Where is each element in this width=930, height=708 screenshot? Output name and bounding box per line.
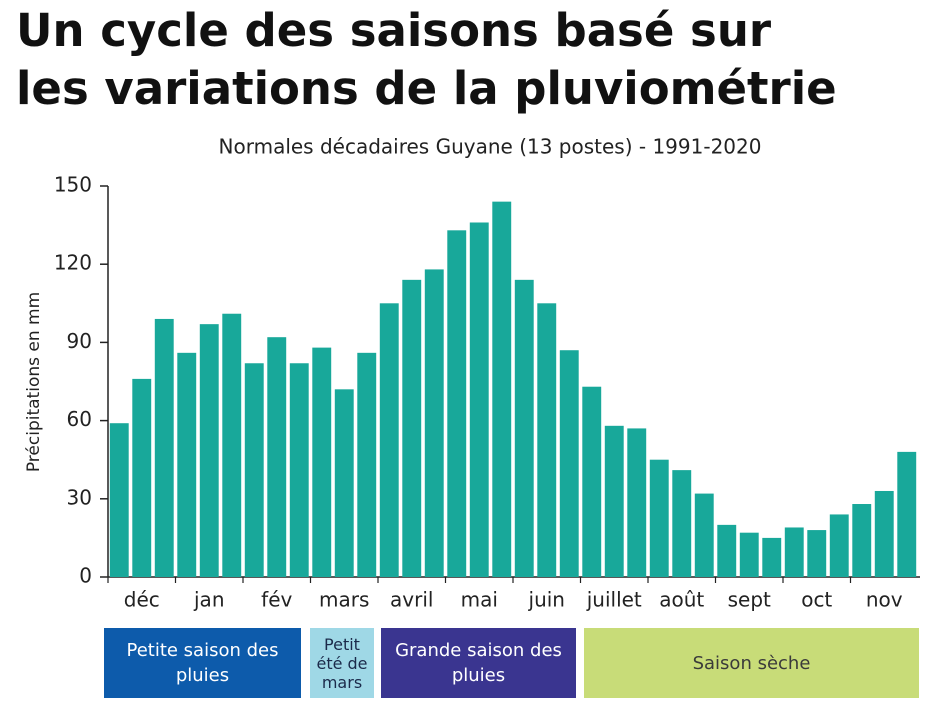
bar: [154, 318, 174, 577]
bar: [267, 337, 287, 577]
season-band: Saison sèche: [584, 628, 919, 698]
x-tick-label: mars: [319, 588, 369, 612]
bar: [402, 279, 422, 577]
x-tick-label: nov: [866, 588, 903, 612]
subtitle: Normales décadaires Guyane (13 postes) -…: [219, 135, 762, 159]
bar: [537, 303, 557, 577]
x-tick-label: sept: [728, 588, 771, 612]
bar: [604, 425, 624, 577]
y-tick-label: 90: [67, 329, 92, 353]
bar: [244, 363, 264, 577]
bar: [447, 230, 467, 577]
bar: [672, 470, 692, 577]
bar: [559, 350, 579, 577]
bar: [807, 530, 827, 577]
bar: [312, 347, 332, 577]
bar: [177, 352, 197, 577]
bar: [582, 386, 602, 577]
x-tick-label: oct: [801, 588, 832, 612]
bar: [514, 279, 534, 577]
bar: [762, 537, 782, 577]
bar: [109, 423, 129, 577]
title-line: les variations de la pluviométrie: [16, 62, 837, 115]
x-tick-label: août: [659, 588, 704, 612]
y-axis-label: Précipitations en mm: [24, 292, 44, 472]
season-band: Grande saison des pluies: [381, 628, 576, 698]
y-tick-label: 30: [67, 485, 92, 509]
x-tick-label: déc: [124, 588, 160, 612]
y-tick-label: 60: [67, 407, 92, 431]
bar: [424, 269, 444, 577]
y-tick-label: 120: [54, 251, 92, 275]
bar: [852, 504, 872, 577]
bar: [784, 527, 804, 577]
bar: [199, 324, 219, 577]
bar: [289, 363, 309, 577]
bar: [649, 459, 669, 577]
bar: [334, 389, 354, 577]
x-tick-label: juillet: [586, 588, 642, 612]
bar: [627, 428, 647, 577]
y-tick-label: 150: [54, 173, 92, 197]
season-band: Petit été de mars: [310, 628, 374, 698]
bar: [469, 222, 489, 577]
x-tick-label: avril: [390, 588, 433, 612]
bar: [379, 303, 399, 577]
y-tick-label: 0: [79, 564, 92, 588]
x-tick-label: mai: [461, 588, 498, 612]
bar: [739, 532, 759, 577]
bar: [694, 493, 714, 577]
title-line: Un cycle des saisons basé sur: [16, 4, 772, 57]
bar: [897, 451, 917, 577]
season-band: Petite saison des pluies: [104, 628, 301, 698]
bar: [492, 201, 512, 577]
bar: [222, 313, 242, 577]
x-tick-label: juin: [528, 588, 565, 612]
chart: Un cycle des saisons basé sur les variat…: [16, 4, 920, 612]
bar: [132, 378, 152, 577]
bar: [717, 524, 737, 577]
x-tick-label: fév: [261, 588, 292, 612]
bar: [874, 490, 894, 577]
bar: [829, 514, 849, 577]
bar: [357, 352, 377, 577]
x-tick-label: jan: [193, 588, 225, 612]
